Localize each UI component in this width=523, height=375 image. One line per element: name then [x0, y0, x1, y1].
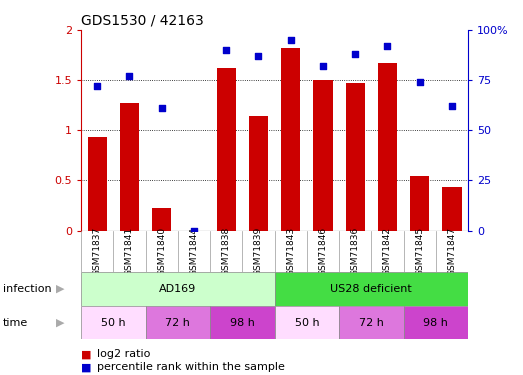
Text: percentile rank within the sample: percentile rank within the sample: [97, 363, 285, 372]
Bar: [249, 116, 268, 231]
Text: GSM71836: GSM71836: [351, 226, 360, 276]
Bar: [281, 48, 300, 231]
Bar: [120, 103, 139, 231]
Point: [287, 37, 295, 43]
Point: [319, 63, 327, 69]
Text: GSM71842: GSM71842: [383, 227, 392, 276]
Text: ▶: ▶: [56, 284, 64, 294]
Text: ■: ■: [81, 363, 92, 372]
Text: GSM71841: GSM71841: [125, 226, 134, 276]
Text: GSM71839: GSM71839: [254, 226, 263, 276]
Text: AD169: AD169: [159, 284, 197, 294]
Point: [351, 51, 359, 57]
Bar: [210, 306, 275, 339]
Bar: [313, 80, 333, 231]
Text: GSM71845: GSM71845: [415, 226, 424, 276]
Text: infection: infection: [3, 284, 51, 294]
Bar: [145, 306, 210, 339]
Text: GSM71843: GSM71843: [286, 226, 295, 276]
Bar: [442, 188, 462, 231]
Point: [254, 53, 263, 59]
Bar: [87, 137, 107, 231]
Text: GSM71838: GSM71838: [222, 226, 231, 276]
Text: GSM71847: GSM71847: [448, 226, 457, 276]
Text: GDS1530 / 42163: GDS1530 / 42163: [81, 13, 204, 27]
Bar: [81, 272, 275, 306]
Text: 50 h: 50 h: [294, 318, 319, 327]
Bar: [346, 83, 365, 231]
Text: ■: ■: [81, 350, 92, 359]
Text: 72 h: 72 h: [359, 318, 384, 327]
Bar: [339, 306, 404, 339]
Point: [448, 103, 456, 109]
Bar: [275, 306, 339, 339]
Text: GSM71844: GSM71844: [189, 227, 198, 276]
Point: [222, 47, 230, 53]
Text: 98 h: 98 h: [230, 318, 255, 327]
Bar: [378, 63, 397, 231]
Point: [93, 83, 101, 89]
Bar: [217, 68, 236, 231]
Text: ▶: ▶: [56, 318, 64, 327]
Bar: [152, 207, 172, 231]
Text: GSM71837: GSM71837: [93, 226, 101, 276]
Bar: [404, 306, 468, 339]
Text: time: time: [3, 318, 28, 327]
Point: [415, 79, 424, 85]
Bar: [275, 272, 468, 306]
Text: 50 h: 50 h: [101, 318, 126, 327]
Text: US28 deficient: US28 deficient: [331, 284, 412, 294]
Text: log2 ratio: log2 ratio: [97, 350, 150, 359]
Bar: [410, 177, 429, 231]
Point: [157, 105, 166, 111]
Text: 98 h: 98 h: [424, 318, 448, 327]
Point: [190, 228, 198, 234]
Text: GSM71846: GSM71846: [319, 226, 327, 276]
Text: 72 h: 72 h: [165, 318, 190, 327]
Bar: [81, 306, 145, 339]
Point: [383, 43, 392, 49]
Point: [125, 73, 133, 79]
Text: GSM71840: GSM71840: [157, 226, 166, 276]
